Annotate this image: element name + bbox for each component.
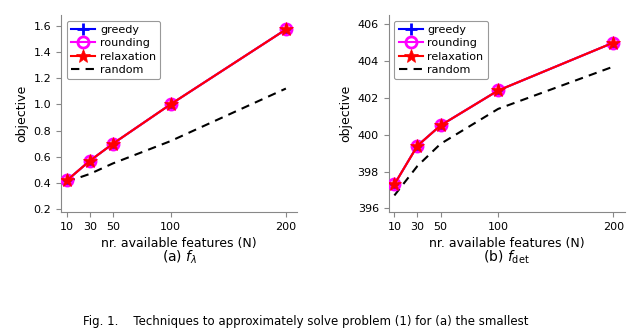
greedy (413, 144, 421, 148)
Line: greedy: greedy (389, 37, 619, 190)
Y-axis label: objective: objective (339, 85, 352, 142)
rounding (86, 159, 93, 163)
rounding (109, 142, 116, 146)
relaxation (282, 27, 290, 31)
relaxation (390, 182, 398, 186)
Line: relaxation: relaxation (387, 36, 620, 191)
greedy (63, 179, 70, 182)
random (86, 172, 93, 176)
Line: greedy: greedy (61, 24, 291, 186)
rounding (167, 102, 175, 106)
X-axis label: nr. available features (N): nr. available features (N) (101, 237, 257, 250)
greedy (86, 159, 93, 163)
random (63, 180, 70, 184)
Y-axis label: objective: objective (15, 85, 28, 142)
greedy (109, 142, 116, 146)
rounding (610, 41, 618, 45)
Legend: greedy, rounding, relaxation, random: greedy, rounding, relaxation, random (394, 20, 488, 80)
rounding (413, 144, 421, 148)
greedy (282, 27, 290, 31)
rounding (494, 88, 502, 92)
Line: relaxation: relaxation (60, 22, 293, 187)
random (390, 193, 398, 197)
random (282, 86, 290, 90)
greedy (167, 102, 175, 106)
relaxation (109, 142, 116, 146)
Title: (a) $f_{\lambda}$: (a) $f_{\lambda}$ (161, 248, 197, 266)
Text: Fig. 1.    Techniques to approximately solve problem (1) for (a) the smallest: Fig. 1. Techniques to approximately solv… (83, 315, 529, 328)
relaxation (494, 88, 502, 92)
greedy (610, 41, 618, 45)
Line: rounding: rounding (389, 37, 619, 190)
random (494, 107, 502, 111)
relaxation (63, 179, 70, 182)
Line: random: random (394, 67, 614, 195)
greedy (390, 182, 398, 186)
random (436, 142, 444, 146)
Line: rounding: rounding (61, 24, 291, 186)
rounding (63, 179, 70, 182)
relaxation (86, 159, 93, 163)
relaxation (413, 144, 421, 148)
relaxation (610, 41, 618, 45)
random (167, 139, 175, 143)
random (413, 164, 421, 168)
X-axis label: nr. available features (N): nr. available features (N) (429, 237, 584, 250)
random (610, 65, 618, 69)
relaxation (436, 123, 444, 127)
relaxation (167, 102, 175, 106)
greedy (436, 123, 444, 127)
random (109, 161, 116, 165)
rounding (282, 27, 290, 31)
Line: random: random (67, 88, 286, 182)
rounding (390, 182, 398, 186)
Legend: greedy, rounding, relaxation, random: greedy, rounding, relaxation, random (67, 20, 161, 80)
rounding (436, 123, 444, 127)
greedy (494, 88, 502, 92)
Title: (b) $f_{\mathrm{det}}$: (b) $f_{\mathrm{det}}$ (483, 248, 530, 266)
